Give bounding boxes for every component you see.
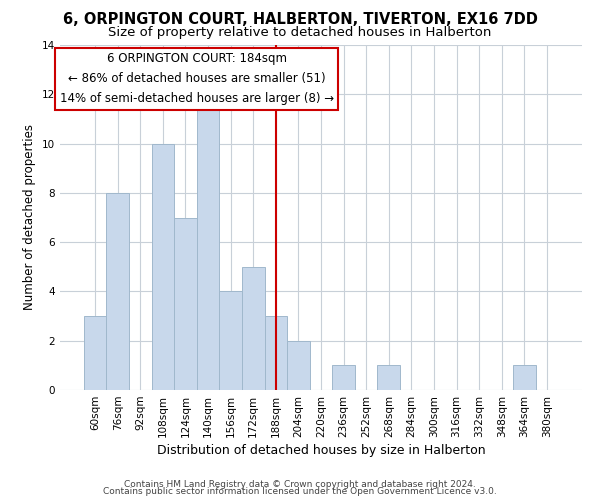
Bar (106, 193, 129, 390)
Bar (287, 340, 310, 390)
Bar (513, 366, 536, 390)
Y-axis label: Number of detached properties: Number of detached properties (23, 124, 37, 310)
Text: Contains HM Land Registry data © Crown copyright and database right 2024.: Contains HM Land Registry data © Crown c… (124, 480, 476, 489)
Bar (332, 366, 355, 390)
Bar (377, 366, 400, 390)
Bar (220, 292, 242, 390)
Bar (265, 316, 287, 390)
Text: Size of property relative to detached houses in Halberton: Size of property relative to detached ho… (109, 26, 491, 39)
Bar (197, 94, 220, 390)
Bar (242, 267, 265, 390)
Bar (84, 316, 106, 390)
Bar (174, 218, 197, 390)
X-axis label: Distribution of detached houses by size in Halberton: Distribution of detached houses by size … (157, 444, 485, 457)
Bar (152, 144, 174, 390)
Text: Contains public sector information licensed under the Open Government Licence v3: Contains public sector information licen… (103, 488, 497, 496)
Text: 6, ORPINGTON COURT, HALBERTON, TIVERTON, EX16 7DD: 6, ORPINGTON COURT, HALBERTON, TIVERTON,… (62, 12, 538, 28)
Text: 6 ORPINGTON COURT: 184sqm
← 86% of detached houses are smaller (51)
14% of semi-: 6 ORPINGTON COURT: 184sqm ← 86% of detac… (59, 52, 334, 106)
